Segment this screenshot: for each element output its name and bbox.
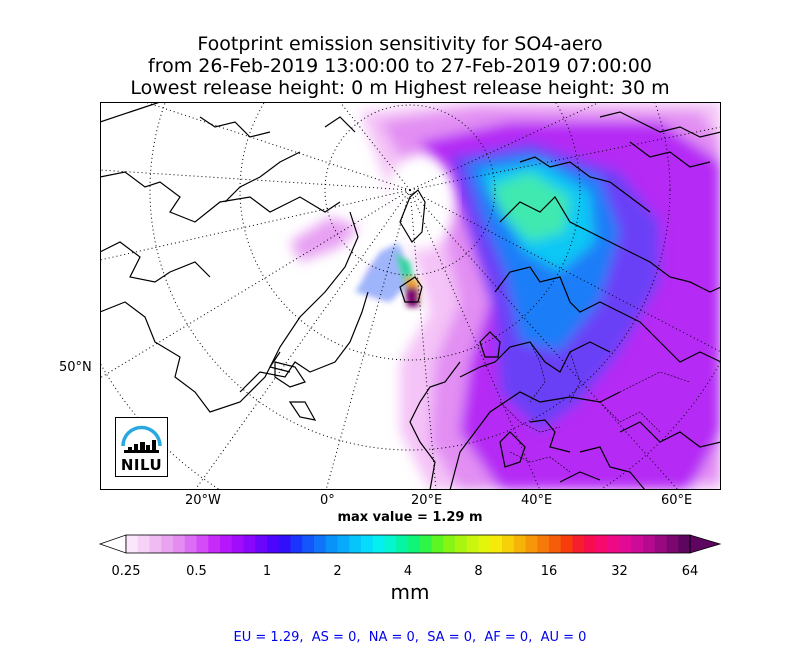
- nilu-logo: NILU: [115, 417, 168, 477]
- colorbar-swatch: [384, 535, 397, 553]
- colorbar-swatch: [549, 535, 562, 553]
- colorbar-swatch: [502, 535, 515, 553]
- lat-label-50n: 50°N: [59, 360, 92, 375]
- nilu-skyline-icon: [121, 425, 162, 453]
- max-value-label: max value = 1.29 m: [337, 510, 483, 525]
- colorbar-swatch: [654, 535, 667, 553]
- colorbar-swatch: [466, 535, 479, 553]
- map-frame: [100, 102, 721, 490]
- colorbar-swatch: [584, 535, 597, 553]
- country-borders: [499, 341, 691, 473]
- colorbar-swatch: [314, 535, 327, 553]
- graticule: [100, 102, 721, 490]
- colorbar-swatch: [325, 535, 338, 553]
- colorbar-tick-label: 4: [403, 564, 413, 579]
- colorbar-swatch: [537, 535, 550, 553]
- colorbar-swatch: [173, 535, 186, 553]
- lon-label-60e: 60°E: [661, 493, 693, 508]
- colorbar-swatch: [631, 535, 644, 553]
- colorbar-swatch: [607, 535, 620, 553]
- colorbar-swatch: [196, 535, 209, 553]
- colorbar-swatch: [361, 535, 374, 553]
- colorbar-swatch: [290, 535, 303, 553]
- lon-label-0: 0°: [320, 493, 335, 508]
- title-line-1: Footprint emission sensitivity for SO4-a…: [197, 33, 603, 55]
- colorbar-swatch: [525, 535, 538, 553]
- colorbar-swatch: [455, 535, 468, 553]
- colorbar-swatch: [278, 535, 291, 553]
- colorbar-swatch: [408, 535, 421, 553]
- colorbar-swatch: [349, 535, 362, 553]
- colorbar-unit-label: mm: [390, 580, 430, 604]
- colorbar-swatch: [267, 535, 280, 553]
- colorbar-frame: [125, 534, 691, 554]
- colorbar-swatch: [302, 535, 315, 553]
- footprint-map: [100, 102, 721, 490]
- region-summary: EU = 1.29, AS = 0, NA = 0, SA = 0, AF = …: [233, 630, 587, 645]
- colorbar-tick-label: 8: [474, 564, 483, 579]
- colorbar-swatch: [443, 535, 456, 553]
- colorbar-tick-label: 16: [540, 564, 558, 579]
- colorbar-swatch: [666, 535, 679, 553]
- title-line-2: from 26-Feb-2019 13:00:00 to 27-Feb-2019…: [148, 55, 652, 77]
- colorbar-swatch: [572, 535, 585, 553]
- colorbar: [98, 534, 722, 554]
- lon-label-40e: 40°E: [521, 493, 553, 508]
- colorbar-swatch: [208, 535, 221, 553]
- colorbar-swatch: [337, 535, 350, 553]
- colorbar-swatch: [678, 535, 691, 553]
- lon-label-20e: 20°E: [411, 493, 443, 508]
- colorbar-swatch: [231, 535, 244, 553]
- colorbar-swatch: [490, 535, 503, 553]
- colorbar-swatch: [643, 535, 656, 553]
- colorbar-swatch: [396, 535, 409, 553]
- colorbar-swatch: [372, 535, 385, 553]
- colorbar-swatch: [149, 535, 162, 553]
- colorbar-swatch: [419, 535, 432, 553]
- colorbar-swatch: [478, 535, 491, 553]
- title-line-3: Lowest release height: 0 m Highest relea…: [130, 77, 670, 99]
- colorbar-swatch: [161, 535, 174, 553]
- colorbar-tick-label: 2: [333, 564, 342, 579]
- colorbar-tick-label: 64: [681, 564, 699, 579]
- colorbar-tick-label: 1: [262, 564, 272, 579]
- colorbar-swatch: [431, 535, 444, 553]
- lon-label-20w: 20°W: [185, 493, 221, 508]
- colorbar-swatch: [137, 535, 150, 553]
- colorbar-tick-label: 32: [611, 564, 628, 579]
- coastlines: [100, 102, 721, 490]
- colorbar-swatch: [596, 535, 609, 553]
- colorbar-tick-label: 0.5: [186, 564, 207, 579]
- colorbar-swatch: [255, 535, 268, 553]
- colorbar-swatch: [184, 535, 197, 553]
- logo-text: NILU: [120, 456, 163, 474]
- colorbar-swatch: [560, 535, 573, 553]
- colorbar-swatch: [619, 535, 632, 553]
- colorbar-swatch: [126, 535, 139, 553]
- colorbar-swatch: [513, 535, 526, 553]
- colorbar-extend-high: [689, 534, 722, 554]
- colorbar-extend-low: [98, 534, 127, 554]
- colorbar-swatch: [243, 535, 256, 553]
- colorbar-tick-label: 0.25: [111, 564, 141, 579]
- colorbar-swatch: [220, 535, 233, 553]
